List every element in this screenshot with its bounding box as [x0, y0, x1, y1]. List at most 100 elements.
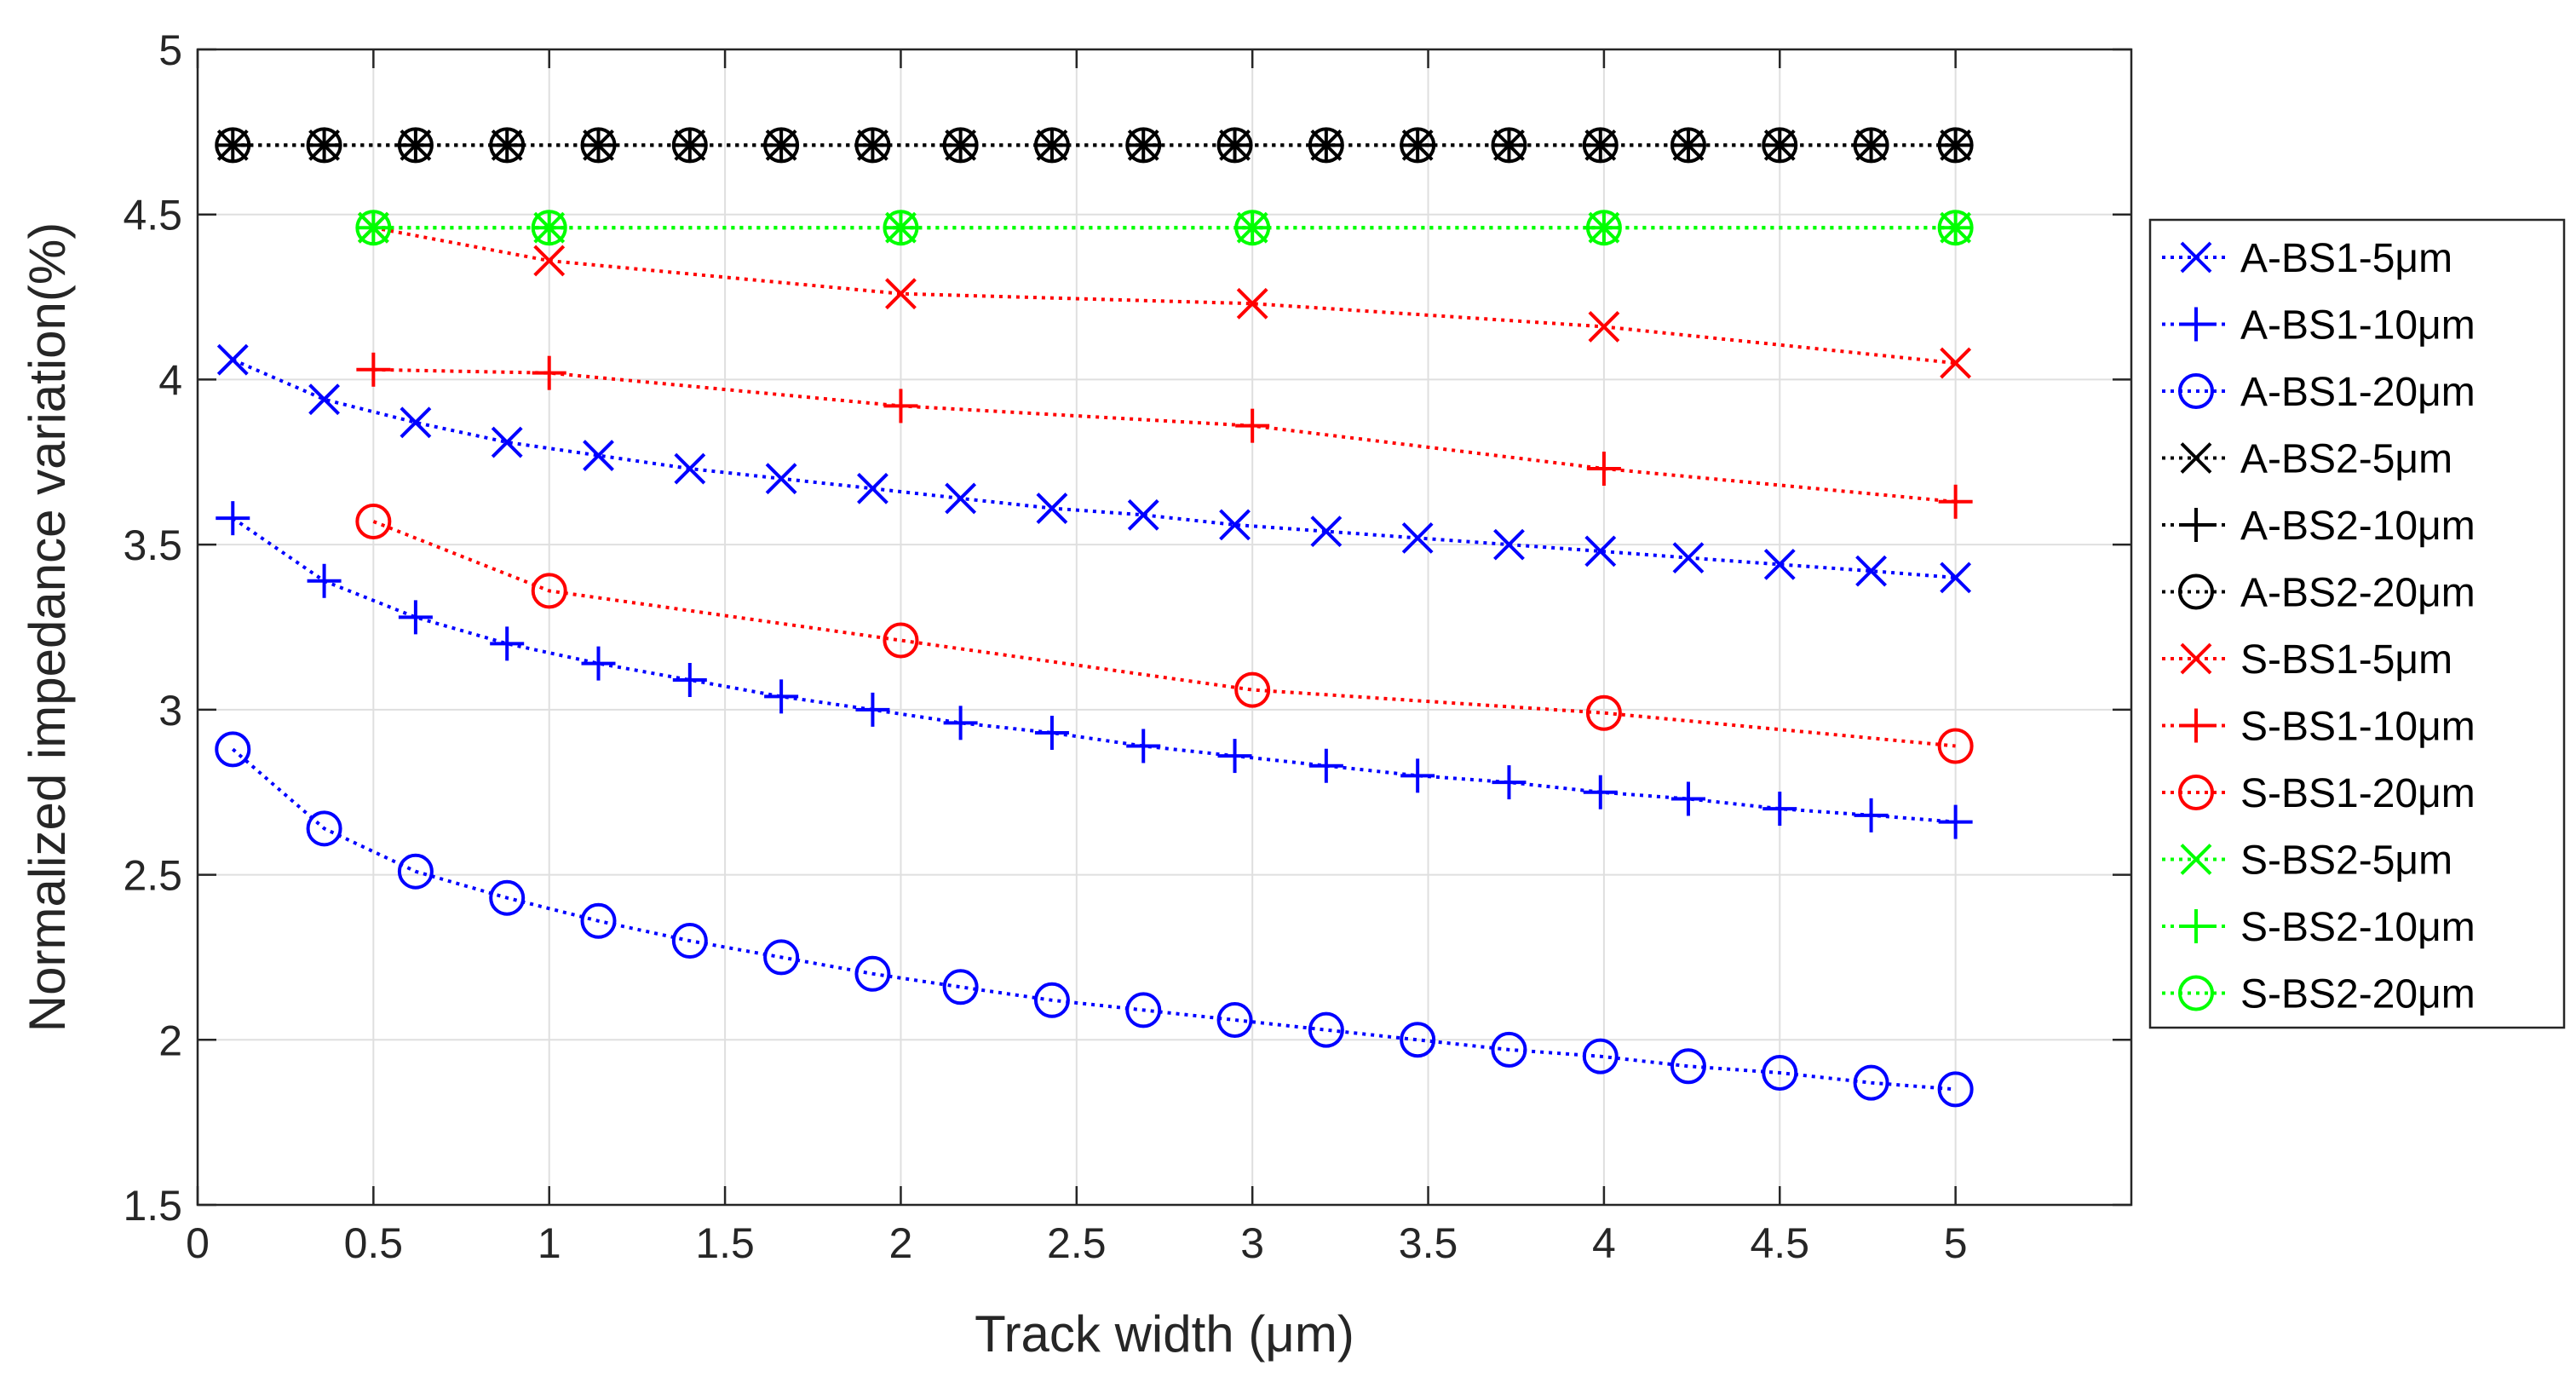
data-point: [855, 692, 890, 727]
legend-item-a-bs2-10um: A-BS2-10μm: [2162, 504, 2475, 549]
marker-stroke: [533, 245, 566, 277]
data-point: [490, 128, 525, 163]
data-point: [671, 127, 708, 164]
data-point: [1216, 127, 1253, 164]
marker-stroke: [1672, 542, 1705, 574]
data-point: [1854, 798, 1889, 833]
marker-stroke: [1588, 311, 1620, 343]
marker-stroke: [1036, 493, 1068, 524]
data-point: [533, 245, 566, 277]
data-point: [1586, 452, 1621, 487]
data-point: [398, 128, 433, 163]
data-point: [216, 501, 250, 536]
data-point: [489, 127, 526, 164]
data-point: [532, 210, 566, 245]
data-point: [763, 127, 800, 164]
legend-item-s-bs1-20um: S-BS1-20μm: [2162, 771, 2475, 816]
data-point: [1582, 1038, 1619, 1075]
data-point: [1585, 694, 1622, 731]
data-point: [1937, 728, 1974, 764]
data-point: [945, 482, 977, 515]
data-point: [216, 128, 250, 163]
legend-marker: [2179, 307, 2213, 342]
data-point: [1938, 210, 1973, 245]
series-line-a-bs1-10um: [232, 516, 1956, 824]
data-point: [1763, 548, 1796, 580]
legend-marker: [2178, 373, 2214, 409]
data-point: [943, 128, 978, 163]
data-point: [1217, 128, 1252, 163]
data-point: [1937, 127, 1974, 164]
legend-item-s-bs2-5um: S-BS2-5μm: [2162, 838, 2452, 884]
marker-stroke: [216, 343, 249, 376]
data-point: [1400, 127, 1436, 164]
data-point: [532, 355, 566, 390]
marker-stroke: [491, 426, 523, 458]
marker-stroke: [945, 482, 977, 515]
marker-stroke: [1219, 509, 1251, 541]
legend-label: S-BS2-20μm: [2240, 972, 2475, 1017]
data-point: [306, 127, 342, 164]
data-point: [1400, 1022, 1436, 1058]
data-point: [1491, 127, 1527, 164]
marker-stroke: [583, 440, 614, 471]
series-markers-a-bs2-20um: [215, 127, 1974, 164]
data-point: [1762, 1055, 1798, 1092]
marker-stroke: [1236, 287, 1268, 320]
legend-label: S-BS1-5μm: [2240, 637, 2452, 683]
data-point: [764, 128, 799, 163]
data-point: [215, 127, 251, 164]
data-point: [1588, 311, 1620, 343]
data-point: [1400, 128, 1435, 163]
data-point: [883, 210, 918, 245]
data-point: [356, 352, 391, 387]
data-point: [1125, 127, 1162, 164]
legend-marker: [2179, 708, 2213, 743]
series-markers-s-bs1-20um: [355, 504, 1974, 764]
legend-marker: [2180, 241, 2212, 274]
x-tick-label: 0: [186, 1219, 210, 1267]
series-line-s-bs1-10um: [373, 367, 1956, 504]
data-point: [1310, 516, 1343, 548]
data-point: [857, 472, 888, 504]
marker-stroke: [674, 452, 706, 485]
data-point: [581, 128, 616, 163]
y-tick-label: 3: [158, 687, 182, 735]
data-point: [1670, 781, 1705, 816]
legend-label: A-BS2-10μm: [2240, 504, 2475, 549]
legend-item-a-bs1-10um: A-BS1-10μm: [2162, 303, 2475, 349]
legend-marker: [2180, 442, 2212, 474]
legend-marker: [2180, 844, 2212, 875]
marker-stroke: [1855, 555, 1887, 587]
data-point: [1586, 210, 1621, 245]
data-point: [397, 127, 434, 164]
data-point: [1584, 535, 1617, 568]
y-tick-label: 1.5: [123, 1182, 182, 1230]
series-markers-s-bs2-10um: [356, 210, 1973, 245]
legend-item-s-bs1-10um: S-BS1-10μm: [2162, 705, 2475, 750]
x-tick-label: 1.5: [695, 1219, 755, 1267]
data-point: [1492, 128, 1527, 163]
marker-stroke: [857, 472, 888, 504]
plot-background: [198, 49, 2131, 1205]
plot-area: 0 0.5 1 1.5 2 2.5 3 3.5 4 4.5 5 1.5 2 2.5 3 3.5 4 4.5 5: [123, 26, 2133, 1267]
x-tick-label: 2.5: [1047, 1219, 1107, 1267]
data-point: [1940, 347, 1972, 379]
data-point: [1670, 128, 1705, 163]
data-point: [1234, 210, 1271, 246]
marker-stroke: [2180, 844, 2212, 875]
data-point: [397, 853, 434, 890]
legend-marker: [2179, 508, 2213, 542]
x-tick-label: 4: [1592, 1219, 1616, 1267]
data-point: [855, 128, 890, 163]
legend: A-BS1-5μm A-BS1-10μm A-BS1-20μm A-BS2-5μm A-…: [2148, 218, 2566, 1029]
x-tick-label: 0.5: [344, 1219, 404, 1267]
data-point: [1583, 775, 1618, 809]
legend-label: S-BS2-5μm: [2240, 838, 2452, 884]
data-point: [1938, 804, 1973, 839]
x-tick-label: 2: [889, 1219, 913, 1267]
legend-item-a-bs2-5um: A-BS2-5μm: [2162, 437, 2452, 482]
y-tick-label: 2: [158, 1017, 182, 1064]
data-point: [1235, 408, 1270, 443]
y-axis-ticks: 1.5 2 2.5 3 3.5 4 4.5 5: [123, 26, 2131, 1230]
